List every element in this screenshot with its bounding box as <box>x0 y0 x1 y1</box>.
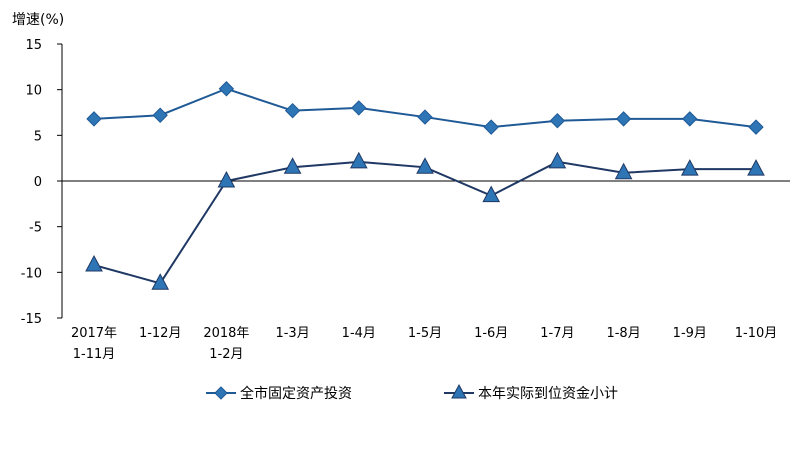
data-point-triangle <box>151 273 170 290</box>
data-point-diamond <box>152 107 168 123</box>
x-tick-label: 2017年 <box>71 326 117 341</box>
y-tick-label: 0 <box>34 175 42 190</box>
data-point-diamond <box>284 102 301 119</box>
data-point-triangle <box>548 151 567 169</box>
data-point-triangle <box>217 170 236 188</box>
y-axis-label: 增速(%) <box>12 12 64 28</box>
x-tick-label: 1-5月 <box>408 326 442 341</box>
data-point-diamond <box>351 100 367 116</box>
y-tick-label: -5 <box>29 221 42 236</box>
data-point-triangle <box>283 157 302 174</box>
data-point-diamond <box>748 119 764 135</box>
x-tick-label: 1-6月 <box>474 326 508 341</box>
x-tick-label: 1-10月 <box>735 326 778 341</box>
data-point-triangle <box>747 159 765 176</box>
data-point-triangle <box>680 159 699 176</box>
data-point-diamond <box>483 119 499 135</box>
x-tick-label: 1-2月 <box>209 347 243 362</box>
x-tick-label: 1-11月 <box>73 347 116 362</box>
y-tick-label: -15 <box>21 312 42 327</box>
legend-label-1: 全市固定资产投资 <box>240 385 352 402</box>
data-point-diamond <box>417 109 433 125</box>
x-tick-label: 1-12月 <box>139 326 182 341</box>
data-point-triangle <box>482 185 501 203</box>
data-point-triangle <box>85 254 103 272</box>
data-point-diamond <box>682 111 698 127</box>
x-tick-label: 1-7月 <box>540 326 574 341</box>
y-tick-label: 15 <box>25 38 42 53</box>
legend-label-2: 本年实际到位资金小计 <box>478 386 618 402</box>
x-tick-label: 1-9月 <box>673 326 707 341</box>
data-point-triangle <box>349 151 368 169</box>
data-point-diamond <box>86 111 102 127</box>
x-tick-label: 1-3月 <box>275 326 309 341</box>
data-point-triangle <box>614 162 633 180</box>
y-tick-label: 10 <box>25 84 42 99</box>
data-point-triangle <box>416 157 434 174</box>
series-line-2 <box>93 160 756 285</box>
y-tick-label: 5 <box>34 129 42 144</box>
data-point-diamond <box>218 81 235 97</box>
legend-marker-triangle <box>451 383 467 399</box>
y-tick-label: -10 <box>21 266 42 281</box>
legend-marker-diamond <box>214 386 228 400</box>
x-tick-label: 1-4月 <box>342 326 376 341</box>
data-point-diamond <box>549 113 566 129</box>
x-tick-label: 1-8月 <box>606 326 640 341</box>
x-tick-label: 2018年 <box>203 326 249 341</box>
data-point-diamond <box>615 111 632 127</box>
